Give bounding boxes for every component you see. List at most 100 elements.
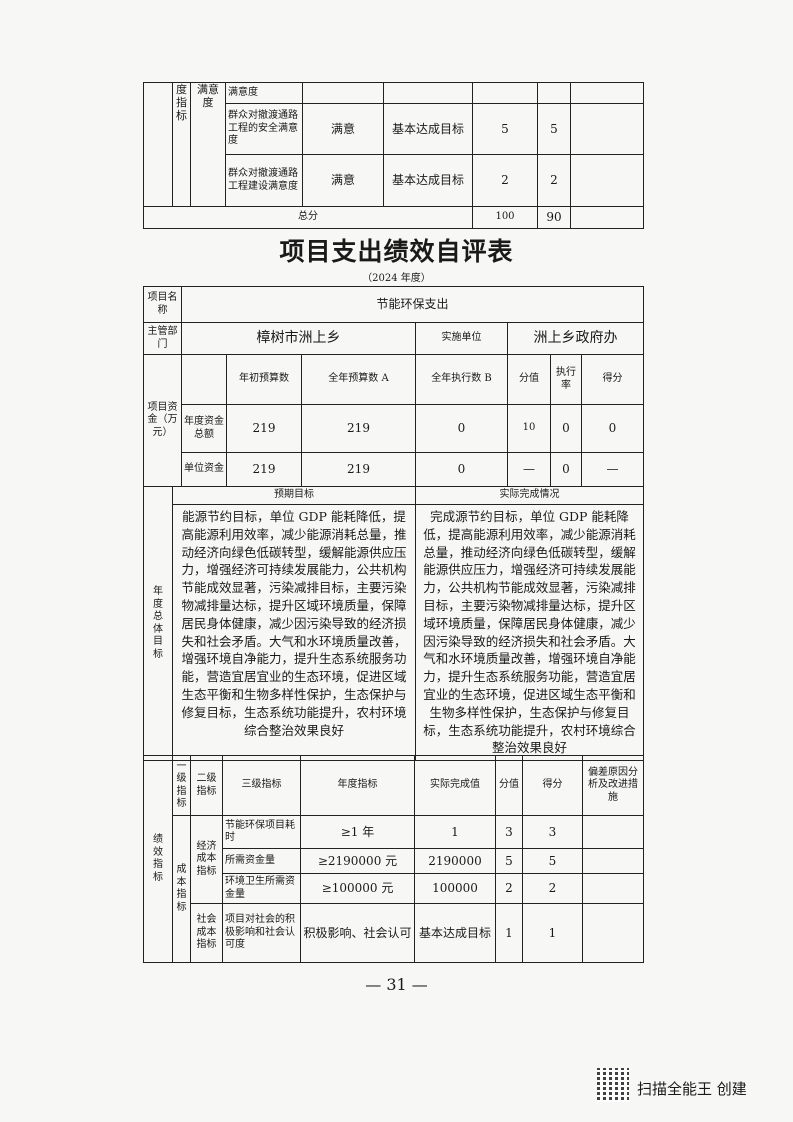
level3: 项目对社会的积极影响和社会认可度 [222, 903, 301, 963]
target: ≥2190000 元 [300, 848, 415, 874]
score: 5 [472, 103, 538, 155]
value: 0 [581, 404, 644, 453]
target: 满意 [302, 154, 384, 207]
year-subtitle: （2024 年度） [362, 273, 431, 284]
impl-label: 实施单位 [415, 322, 508, 355]
level2-label: 满意度 [190, 82, 226, 207]
got: 2 [522, 873, 583, 904]
header: 全年执行数 B [415, 354, 508, 405]
note [582, 873, 644, 904]
goals-table: 年度总体目标 预期目标 实际完成情况 能源节约目标，单位 GDP 能耗降低，提高… [143, 485, 644, 762]
actual: 1 [414, 815, 496, 849]
expected-header: 预期目标 [172, 486, 416, 505]
level3: 节能环保项目耗时 [222, 815, 301, 849]
blank-cell [181, 354, 227, 405]
indicators-label: 绩效指标 [143, 755, 173, 963]
got: 1 [522, 903, 583, 963]
score: 2 [495, 873, 523, 904]
level1-cost: 成本指标 [172, 815, 191, 963]
actual: 基本达成目标 [414, 903, 496, 963]
header: 得分 [581, 354, 644, 405]
value: 0 [550, 452, 582, 487]
note [582, 848, 644, 874]
got: 5 [537, 103, 571, 155]
target: 满意 [302, 103, 384, 155]
header: 执行率 [550, 354, 582, 405]
value: — [507, 452, 551, 487]
score [472, 82, 538, 104]
total-got: 90 [537, 206, 571, 229]
header: 实际完成值 [414, 755, 496, 816]
got: 2 [537, 154, 571, 207]
value: 10 [507, 404, 551, 453]
target: ≥100000 元 [300, 873, 415, 904]
header: 得分 [522, 755, 583, 816]
value: 219 [226, 452, 302, 487]
page-title: 项目支出绩效自评表 [279, 237, 514, 266]
indicator: 满意度 [225, 82, 303, 104]
blank-cell [143, 82, 173, 207]
value: — [581, 452, 644, 487]
indicators-table: 绩效指标 一级指标 二级指标 三级指标 年度指标 实际完成值 分值 得分 偏差原… [143, 755, 644, 963]
total-label: 总分 [143, 206, 473, 229]
note [582, 815, 644, 849]
actual: 100000 [414, 873, 496, 904]
actual: 基本达成目标 [383, 103, 473, 155]
value: 219 [226, 404, 302, 453]
header: 分值 [495, 755, 523, 816]
score: 2 [472, 154, 538, 207]
page-number: — 31 — [365, 975, 428, 994]
actual: 基本达成目标 [383, 154, 473, 207]
scanner-watermark: 扫描全能王 创建 [637, 1080, 747, 1098]
level1-label: 度指标 [172, 82, 191, 207]
actual-goals: 完成源节约目标，单位 GDP 能耗降低，提高能源利用效率，减少能源消耗总量，推动… [415, 503, 644, 762]
row-label: 单位资金 [181, 452, 227, 487]
value: 0 [415, 452, 508, 487]
indicator: 群众对撤渡通路工程建设满意度 [225, 154, 303, 207]
header: 一级指标 [172, 755, 191, 816]
satisfaction-table: 度指标 满意度 满意度 群众对撤渡通路工程的安全满意度 满意 基本达成目标 5 … [143, 82, 644, 229]
header: 全年预算数 A [301, 354, 416, 405]
target: 积极影响、社会认可 [300, 903, 415, 963]
level2-econ: 经济成本指标 [190, 815, 223, 904]
value: 0 [550, 404, 582, 453]
got: 3 [522, 815, 583, 849]
dept: 樟树市洲上乡 [181, 322, 416, 355]
value: 219 [301, 404, 416, 453]
header: 二级指标 [190, 755, 223, 816]
note [570, 154, 644, 207]
header: 年初预算数 [226, 354, 302, 405]
target [302, 82, 384, 104]
value: 219 [301, 452, 416, 487]
header: 年度指标 [300, 755, 415, 816]
blank-cell [570, 206, 644, 229]
score: 5 [495, 848, 523, 874]
actual-header: 实际完成情况 [415, 486, 644, 505]
level2-social: 社会成本指标 [190, 903, 223, 963]
score: 3 [495, 815, 523, 849]
dept-label: 主管部门 [143, 322, 182, 355]
row-label: 年度资金总额 [181, 404, 227, 453]
funds-table: 项目资金（万元） 年初预算数 全年预算数 A 全年执行数 B 分值 执行率 得分… [143, 354, 644, 487]
name-label: 项目名称 [143, 286, 182, 323]
value: 0 [415, 404, 508, 453]
note [582, 903, 644, 963]
got [537, 82, 571, 104]
level3: 环境卫生所需资金量 [222, 873, 301, 904]
qr-code-icon [597, 1068, 629, 1102]
project-info-table: 项目名称 节能环保支出 主管部门 樟树市洲上乡 实施单位 洲上乡政府办 [143, 286, 644, 355]
target: ≥1 年 [300, 815, 415, 849]
expected-goals: 能源节约目标，单位 GDP 能耗降低，提高能源利用效率，减少能源消耗总量，推动经… [172, 503, 416, 762]
total-score: 100 [472, 206, 538, 229]
project-name: 节能环保支出 [181, 286, 644, 323]
got: 5 [522, 848, 583, 874]
header: 三级指标 [222, 755, 301, 816]
score: 1 [495, 903, 523, 963]
indicator: 群众对撤渡通路工程的安全满意度 [225, 103, 303, 155]
note [570, 82, 644, 104]
header: 分值 [507, 354, 551, 405]
funds-label: 项目资金（万元） [143, 354, 182, 487]
actual [383, 82, 473, 104]
level3: 所需资金量 [222, 848, 301, 874]
